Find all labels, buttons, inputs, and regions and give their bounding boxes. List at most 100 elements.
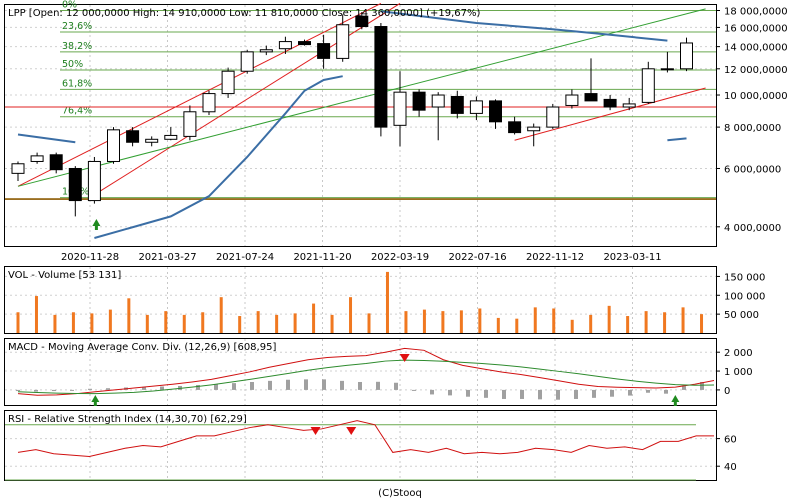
y-tick-label: 100 000 [724,291,765,302]
macd-histogram-bar [322,379,326,390]
y-tick-label: 60 [724,435,737,446]
volume-bar [238,316,242,333]
volume-bar [644,311,648,333]
x-tick-label: 2021-03-27 [138,252,196,263]
moving-average-line [667,137,687,142]
macd-histogram-bar [556,389,560,400]
y-tick-label: 50 000 [724,310,759,321]
buy-signal-arrow [671,395,680,406]
y-tick-label: 18 000,0000 [724,6,788,17]
signal-line [17,359,715,395]
volume-bar [16,312,20,333]
candle-down [298,41,311,46]
candle-up [622,103,636,108]
candle-up [11,163,25,174]
macd-histogram-bar [628,389,632,396]
macd-histogram-bar [268,380,272,390]
candle-up [546,106,560,128]
candle-up [30,155,44,162]
volume-bar [164,311,168,333]
candle-down [508,121,522,134]
candle-up [680,42,693,70]
macd-histogram-bar [304,379,308,390]
volume-bar [459,310,463,333]
buy-signal-arrow [91,395,100,406]
volume-bar [108,309,112,333]
macd-line [17,347,715,396]
red-trendline [17,3,382,187]
y-tick-label: 4 000,0000 [724,223,781,234]
volume-panel-frame [4,266,717,334]
candle-up [565,94,579,106]
macd-histogram-bar [394,382,398,390]
candle-up [393,91,407,126]
candle-up [259,49,273,53]
y-tick-label: 0 [724,386,730,397]
sell-signal-arrow [399,354,410,362]
macd-histogram-bar [286,379,290,390]
volume-bar [515,318,519,333]
candle-up [469,100,483,114]
macd-histogram-bar [160,386,164,390]
volume-bar [201,312,205,333]
volume-bar [663,312,667,333]
volume-bar [385,271,389,333]
macd-histogram-bar [466,389,470,397]
candle-up [164,134,178,140]
macd-panel-title: MACD - Moving Average Conv. Div. (12,26,… [8,342,276,353]
macd-histogram-bar [412,389,416,391]
macd-panel-frame [4,338,717,406]
x-tick-label: 2021-11-20 [293,252,351,263]
macd-histogram-bar [484,389,488,398]
fibonacci-label: 50% [62,59,83,70]
macd-histogram-bar [232,383,236,390]
volume-bar [681,307,685,333]
volume-bar [626,316,630,333]
macd-histogram-bar [520,389,524,399]
macd-histogram-bar [142,386,146,390]
credit-label: (C)Stooq [378,488,422,499]
candle-up [660,68,674,71]
candle-up [145,138,159,143]
volume-bar [533,307,537,333]
volume-panel-title: VOL - Volume [53 131] [8,270,121,281]
fibonacci-label: 38,2% [62,41,92,52]
candle-down [126,130,140,143]
candle-up [183,111,197,137]
candle-down [317,43,331,59]
price-panel-frame [4,4,717,247]
macd-histogram-bar [664,389,668,394]
macd-histogram-bar [358,381,362,390]
volume-bar [496,317,500,333]
volume-bar [570,319,574,333]
buy-signal-arrow [92,219,101,230]
fibonacci-label: 61,8% [62,78,92,89]
macd-histogram-bar [70,389,74,391]
candle-up [240,51,254,72]
volume-bar [182,314,186,333]
macd-histogram-bar [574,389,578,399]
macd-histogram-bar [502,389,506,399]
macd-histogram-bar [376,381,380,390]
rsi-line [17,420,714,458]
y-tick-label: 1 000 [724,367,753,378]
moving-average-line [380,10,668,42]
candle-up [641,68,655,103]
volume-bar [478,308,482,333]
rsi-panel-title: RSI - Relative Strength Index (14,30,70)… [8,414,247,425]
candle-up [527,126,541,132]
candle-up [221,70,235,95]
candle-down [49,154,63,171]
volume-bar [422,309,426,333]
y-tick-label: 12 000,0000 [724,65,788,76]
macd-histogram-bar [16,389,20,392]
x-tick-label: 2021-07-24 [216,252,274,263]
volume-bar [607,305,611,333]
volume-bar [293,313,297,333]
volume-bar [275,314,279,333]
y-tick-label: 14 000,0000 [724,43,788,54]
candle-down [355,15,369,28]
rsi-panel: 40 60 [5,420,737,481]
macd-panel: 0 1 000 2 000 [16,347,753,406]
